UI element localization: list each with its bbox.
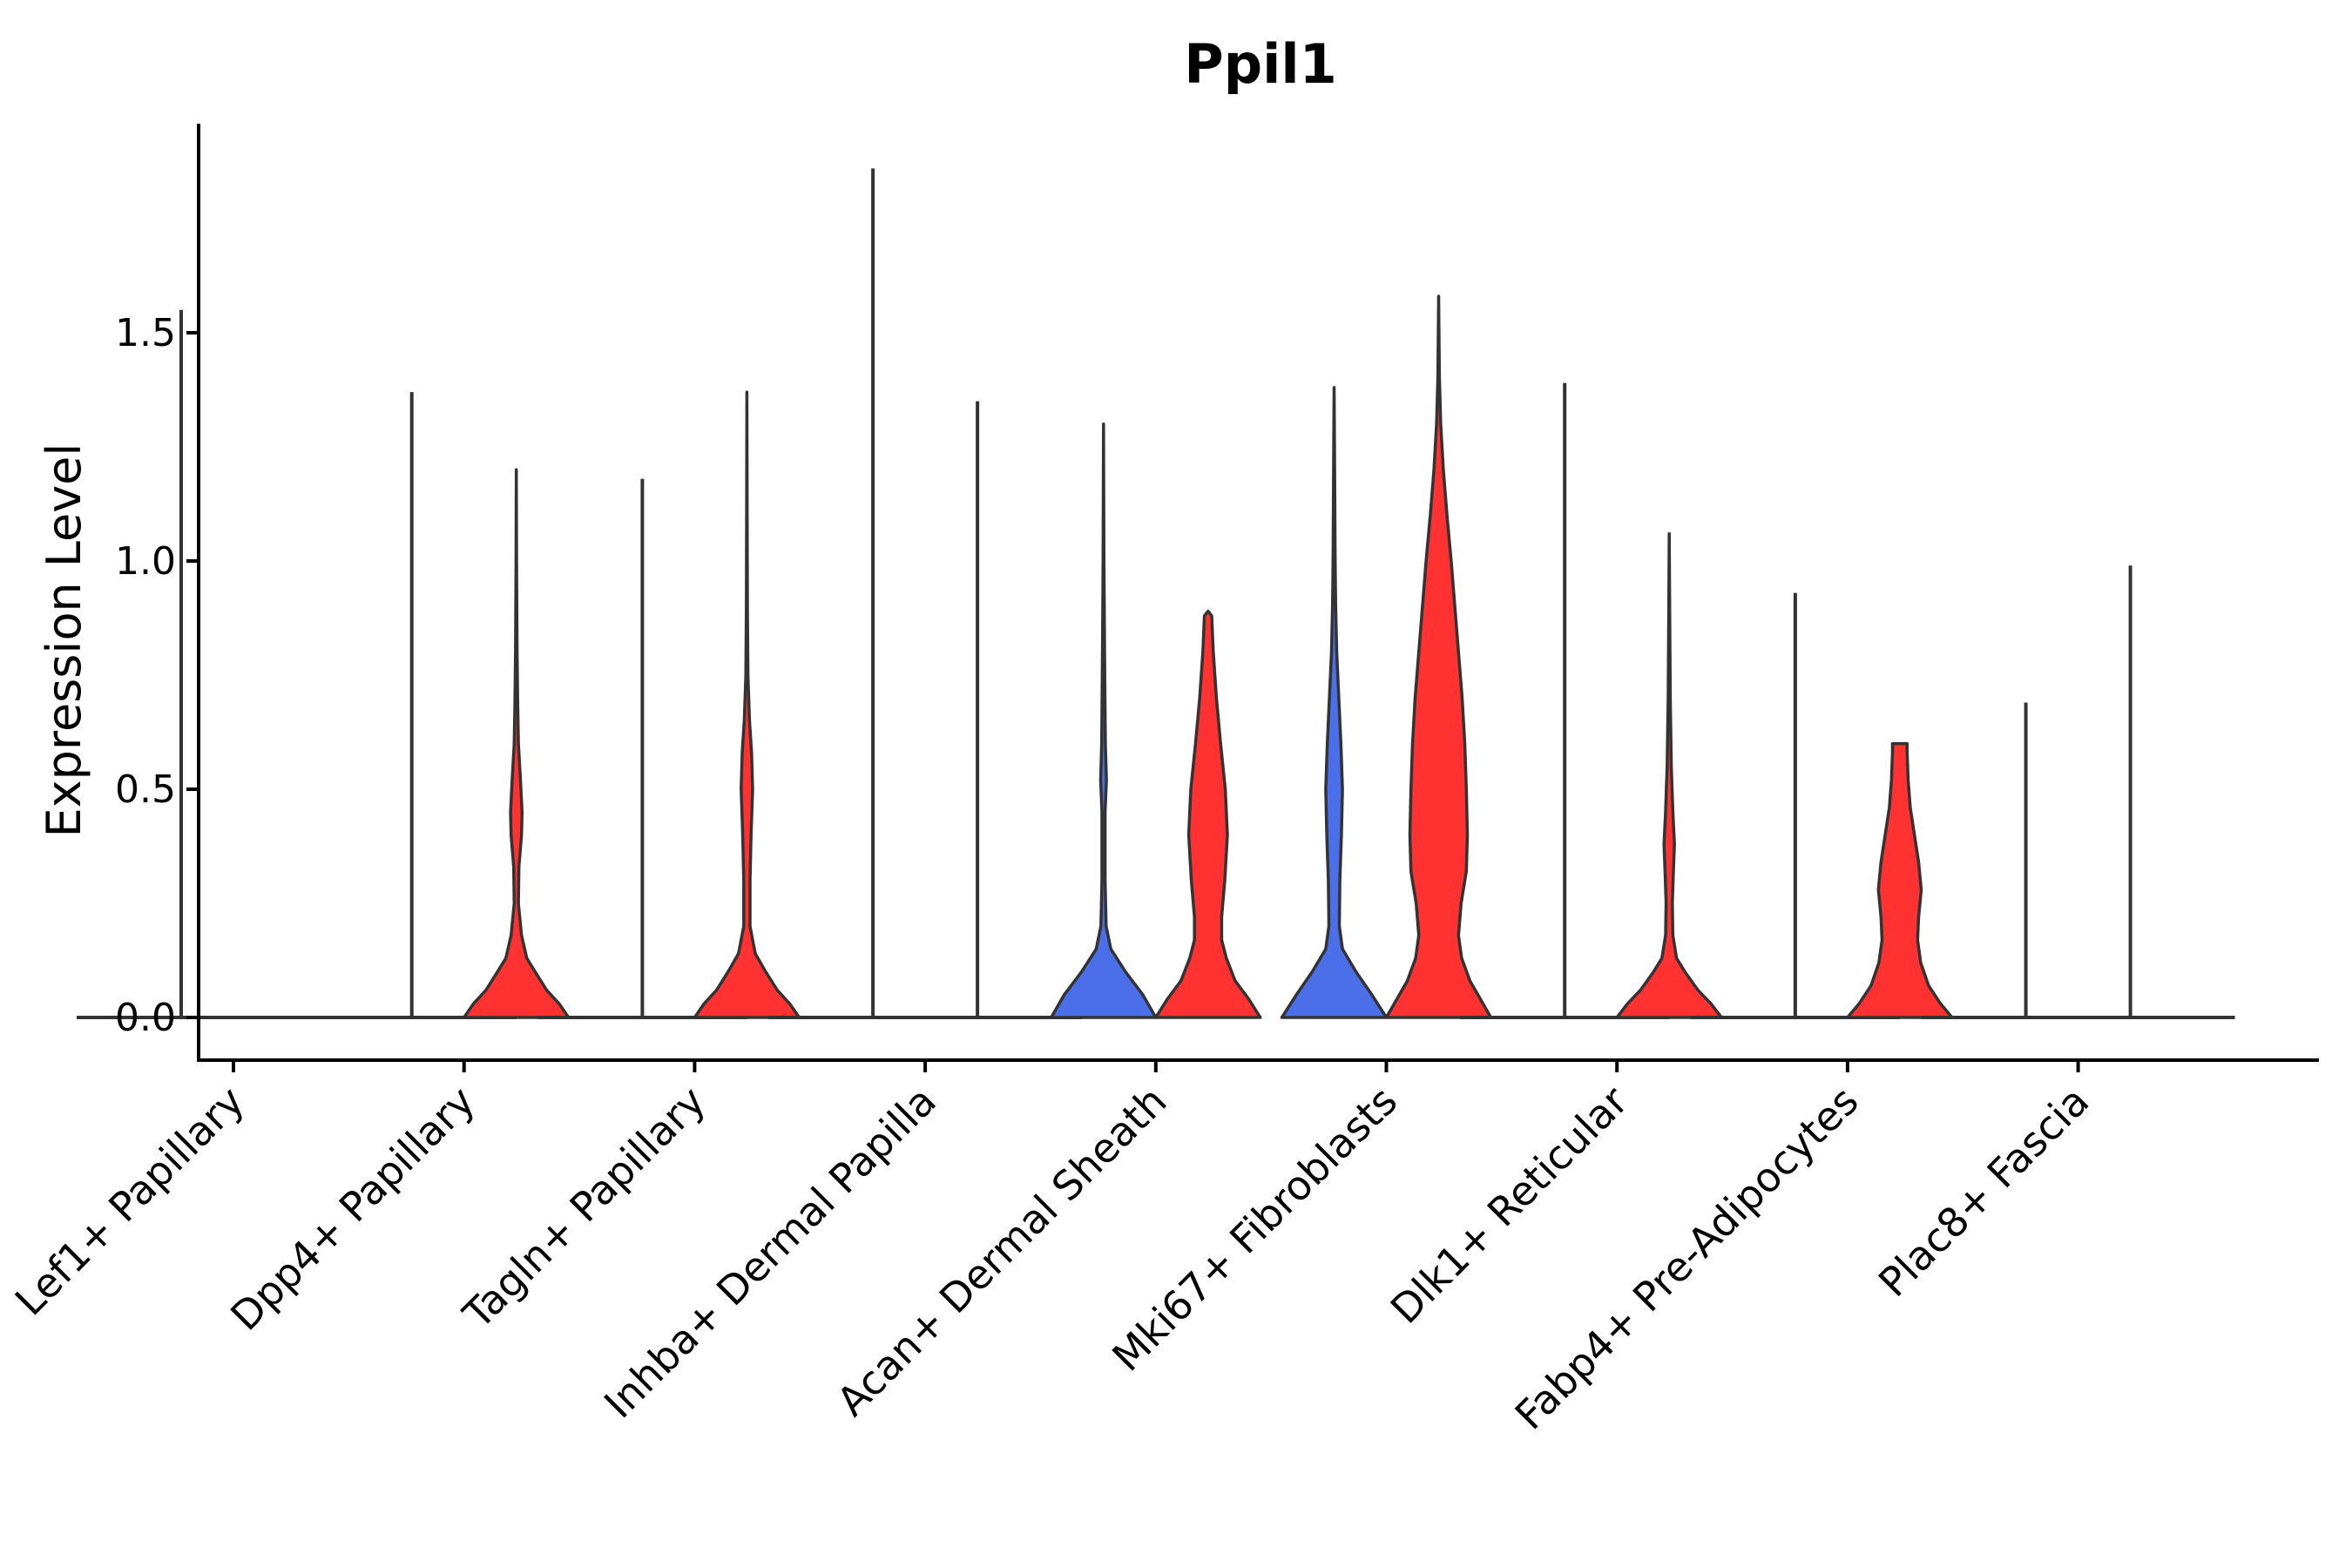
- x-tick-label-1: Lef1+ Papillary: [6, 1078, 253, 1325]
- chart-title: Ppil1: [1184, 32, 1336, 96]
- x-tick-label-2: Dpp4+ Papillary: [221, 1078, 483, 1340]
- y-tick-label-1: 0.5: [115, 767, 176, 812]
- x-tick-label-7: Dlk1+ Reticular: [1382, 1078, 1637, 1333]
- violin-right-5: [1154, 609, 1262, 1019]
- violin-right-2: [462, 468, 571, 1019]
- violin-right-3: [693, 390, 801, 1019]
- violin-left-6: [1280, 386, 1389, 1019]
- violin-right-6: [1384, 294, 1493, 1019]
- violin-right-7: [1615, 531, 1723, 1019]
- y-axis-label: Expression Level: [37, 443, 91, 838]
- x-tick-label-9: Plac8+ Fascia: [1869, 1078, 2098, 1306]
- violin-right-8: [1846, 741, 1954, 1019]
- y-tick-label-3: 1.5: [115, 311, 176, 355]
- violin-left-5: [1050, 422, 1158, 1019]
- violins-layer: [77, 168, 2235, 1019]
- y-tick-label-2: 1.0: [115, 539, 176, 584]
- x-tick-label-3: Tagln+ Papillary: [454, 1078, 715, 1339]
- y-tick-label-0: 0.0: [115, 996, 176, 1040]
